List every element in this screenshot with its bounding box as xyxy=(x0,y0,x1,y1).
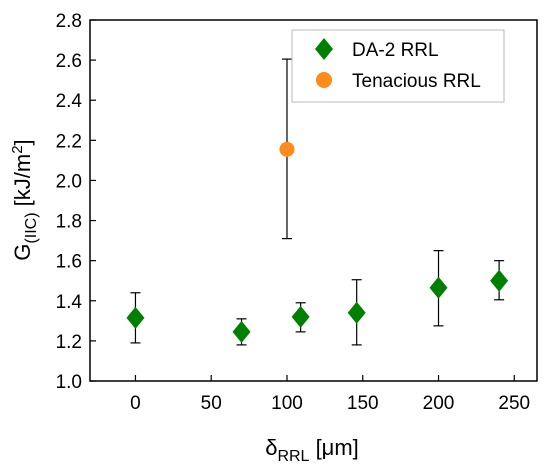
data-point-da2-2 xyxy=(291,305,310,328)
data-point-tenacious-0 xyxy=(279,141,295,157)
data-points xyxy=(126,58,509,346)
y-tick-label: 1.4 xyxy=(56,292,83,313)
y-tick-label: 2.8 xyxy=(56,11,82,32)
x-tick-label: 50 xyxy=(201,393,222,414)
x-tick-label: 200 xyxy=(423,393,455,414)
data-point-da2-3 xyxy=(347,301,366,324)
y-axis-label: G(IIC) [kJ/m2] xyxy=(9,139,40,260)
y-tick-label: 1.8 xyxy=(56,212,82,233)
legend-label-da2: DA-2 RRL xyxy=(352,40,439,61)
y-tick-label: 2.2 xyxy=(56,131,82,152)
x-axis: 0 50 100 150 200 250 xyxy=(130,375,530,414)
legend-label-tenacious: Tenacious RRL xyxy=(352,71,481,92)
y-tick-label: 2.0 xyxy=(56,171,82,192)
x-tick-label: 100 xyxy=(271,393,303,414)
data-point-da2-4 xyxy=(429,276,448,299)
x-tick-label: 0 xyxy=(130,393,141,414)
plot-area xyxy=(89,19,538,382)
x-tick-label: 250 xyxy=(498,393,530,414)
legend-circle-icon xyxy=(316,72,332,88)
x-axis-label: δRRL [μm] xyxy=(265,435,359,465)
y-axis: 1.0 1.2 1.4 1.6 1.8 2.0 2.2 2.4 2.6 2.8 xyxy=(56,11,96,393)
y-tick-label: 2.4 xyxy=(56,91,83,112)
data-point-da2-5 xyxy=(490,269,509,292)
y-tick-label: 1.0 xyxy=(56,372,82,393)
y-tick-label: 1.2 xyxy=(56,332,82,353)
x-tick-label: 150 xyxy=(347,393,379,414)
y-tick-label: 1.6 xyxy=(56,252,82,273)
y-tick-label: 2.6 xyxy=(56,51,82,72)
legend-frame xyxy=(291,29,505,103)
legend: DA-2 RRL Tenacious RRL xyxy=(291,29,505,103)
plot-frame xyxy=(89,19,538,382)
data-point-da2-1 xyxy=(232,320,251,343)
legend-diamond-icon xyxy=(315,38,333,60)
data-point-da2-0 xyxy=(126,306,145,329)
